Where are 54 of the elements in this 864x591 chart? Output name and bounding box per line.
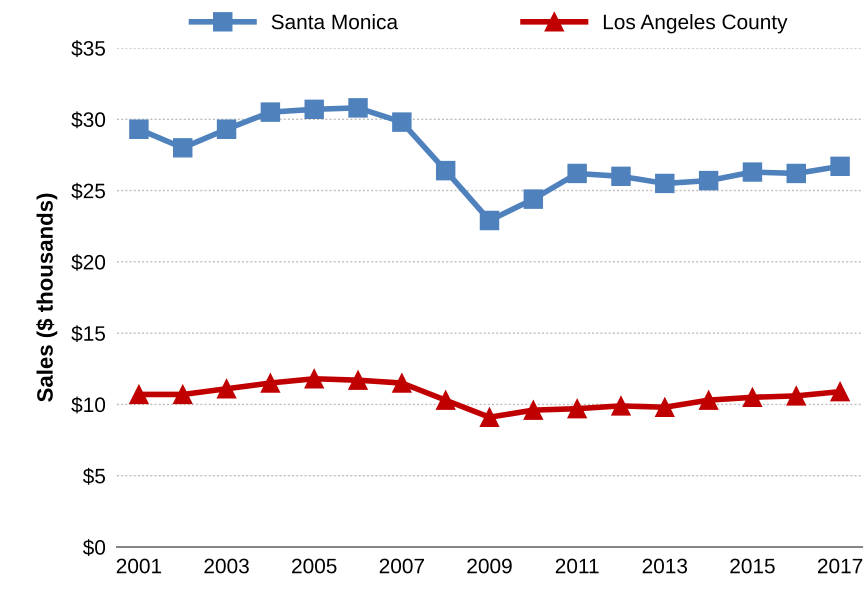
point <box>524 400 544 420</box>
point <box>655 174 675 194</box>
point <box>173 138 192 158</box>
y-tick-label: $30 <box>71 111 106 128</box>
point <box>304 100 324 120</box>
legend-label: Los Angeles County <box>604 14 788 34</box>
x-tick-label: 2005 <box>292 558 337 574</box>
point <box>567 398 587 418</box>
point <box>348 370 368 390</box>
point <box>392 373 412 393</box>
point <box>480 210 500 230</box>
point <box>698 170 718 190</box>
point <box>567 164 587 184</box>
point <box>436 160 456 180</box>
point <box>480 408 500 427</box>
point <box>830 382 850 402</box>
point <box>260 373 280 393</box>
point <box>216 379 236 398</box>
x-tick-label: 2011 <box>556 558 599 574</box>
legend-label: Santa Monica <box>272 14 398 30</box>
x-tick-label: 2015 <box>730 558 775 574</box>
point <box>436 390 456 410</box>
point <box>830 156 850 176</box>
y-tick-label: $20 <box>71 254 106 271</box>
x-tick-label: 2017 <box>818 558 862 574</box>
point <box>173 384 192 404</box>
x-tick-label: 2007 <box>380 558 424 574</box>
point <box>129 120 149 139</box>
point <box>611 166 631 186</box>
point <box>392 112 412 132</box>
point <box>348 98 368 118</box>
x-tick-label: 2001 <box>116 558 162 574</box>
point <box>129 384 149 404</box>
x-tick-label: 2013 <box>642 558 688 574</box>
y-axis-title: Sales ($ thousands) <box>36 194 58 402</box>
x-tick-label: 2003 <box>204 558 249 574</box>
point <box>524 189 544 209</box>
point <box>655 398 675 418</box>
point <box>698 390 718 410</box>
y-tick-label: $25 <box>71 182 106 200</box>
point <box>786 164 806 184</box>
y-tick-label: $15 <box>71 325 106 342</box>
point <box>742 388 762 408</box>
point <box>304 369 324 388</box>
y-tick-label: $10 <box>71 396 106 414</box>
point <box>216 120 236 139</box>
point <box>786 386 806 406</box>
y-tick-label: $5 <box>82 468 106 485</box>
point <box>260 102 280 122</box>
point <box>611 396 631 416</box>
y-tick-label: $35 <box>71 40 106 57</box>
y-tick-label: $0 <box>82 539 106 556</box>
x-tick-label: 2009 <box>467 558 512 574</box>
point <box>742 162 762 182</box>
